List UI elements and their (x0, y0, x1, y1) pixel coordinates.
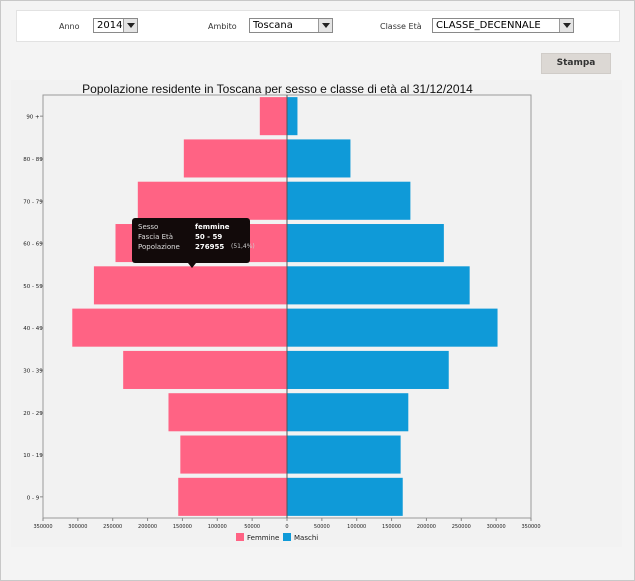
filter-bar: Anno 2014 Ambito Toscana Classe Età CLAS… (16, 10, 620, 42)
chart-title: Popolazione residente in Toscana per ses… (82, 82, 473, 96)
bar-maschi-60-69[interactable] (287, 224, 444, 263)
y-tick-label: 40 - 49 (23, 326, 43, 332)
x-tick-label: 350000 (33, 524, 52, 530)
y-tick-label: 60 - 69 (23, 242, 43, 248)
x-tick-label: 300000 (68, 524, 87, 530)
bar-femmine-0-9[interactable] (178, 477, 287, 516)
tooltip-popolazione-percent: (51,4%) (231, 243, 255, 250)
legend-label-maschi: Maschi (294, 534, 318, 542)
legend-swatch-femmine (236, 533, 244, 541)
bar-femmine-50-59[interactable] (93, 266, 288, 305)
classe-eta-select-value: CLASSE_DECENNALE (436, 20, 541, 31)
chart-tooltip: Sesso femmine Fascia Età 50 - 59 Popolaz… (132, 218, 255, 268)
bar-maschi-20-29[interactable] (287, 393, 409, 432)
x-tick-label: 250000 (452, 524, 471, 530)
tooltip-popolazione-label: Popolazione (138, 243, 180, 251)
x-tick-label: 150000 (173, 524, 192, 530)
chevron-down-icon[interactable] (318, 19, 332, 32)
tooltip-fascia-label: Fascia Età (138, 233, 174, 241)
bar-femmine-30-39[interactable] (123, 350, 288, 389)
y-tick-label: 10 - 19 (23, 453, 43, 459)
classe-eta-label: Classe Età (380, 22, 422, 31)
x-tick-label: 300000 (487, 524, 506, 530)
bar-femmine-10-19[interactable] (180, 435, 287, 474)
x-tick-label: 200000 (417, 524, 436, 530)
y-tick-label: 70 - 79 (23, 199, 43, 205)
tooltip-sesso-label: Sesso (138, 223, 159, 231)
tooltip-fascia-value: 50 - 59 (195, 233, 223, 241)
stampa-button[interactable]: Stampa (541, 53, 611, 74)
x-tick-label: 100000 (347, 524, 366, 530)
y-tick-label: 20 - 29 (23, 411, 43, 417)
y-tick-label: 0 - 9 (27, 495, 40, 501)
bar-maschi-10-19[interactable] (287, 435, 401, 474)
y-tick-label: 80 - 89 (23, 157, 43, 163)
bar-maschi-30-39[interactable] (287, 350, 449, 389)
anno-select-value: 2014 (97, 20, 123, 31)
bar-maschi-70-79[interactable] (287, 181, 411, 220)
bar-femmine-20-29[interactable] (168, 393, 287, 432)
ambito-select-value: Toscana (253, 20, 293, 31)
bar-maschi-80-89[interactable] (287, 139, 351, 178)
classe-eta-select[interactable]: CLASSE_DECENNALE (432, 18, 574, 33)
bar-femmine-80-89[interactable] (183, 139, 287, 178)
legend-label-femmine: Femmine (247, 534, 279, 542)
x-tick-label: 100000 (208, 524, 227, 530)
bar-maschi-90-[interactable] (287, 97, 298, 136)
x-tick-label: 0 (285, 524, 288, 530)
tooltip-sesso-value: femmine (195, 223, 230, 231)
tooltip-popolazione-value: 276955 (195, 243, 225, 251)
bar-femmine-40-49[interactable] (72, 308, 287, 347)
bar-maschi-50-59[interactable] (287, 266, 470, 305)
x-tick-label: 200000 (138, 524, 157, 530)
bar-femmine-90-[interactable] (259, 97, 287, 136)
legend-swatch-maschi (283, 533, 291, 541)
y-tick-label: 90 + (26, 115, 40, 121)
anno-select[interactable]: 2014 (93, 18, 138, 33)
y-tick-label: 30 - 39 (23, 368, 43, 374)
ambito-select[interactable]: Toscana (249, 18, 333, 33)
y-tick-label: 50 - 59 (23, 284, 43, 290)
chevron-down-icon[interactable] (123, 19, 137, 32)
x-tick-label: 50000 (314, 524, 330, 530)
x-tick-label: 150000 (382, 524, 401, 530)
bar-femmine-70-79[interactable] (137, 181, 287, 220)
x-tick-label: 250000 (103, 524, 122, 530)
tooltip-pointer (188, 263, 196, 268)
chevron-down-icon[interactable] (559, 19, 573, 32)
bar-maschi-0-9[interactable] (287, 477, 403, 516)
x-tick-label: 50000 (244, 524, 260, 530)
ambito-label: Ambito (208, 22, 237, 31)
x-tick-label: 350000 (521, 524, 540, 530)
anno-label: Anno (59, 22, 80, 31)
bar-maschi-40-49[interactable] (287, 308, 498, 347)
